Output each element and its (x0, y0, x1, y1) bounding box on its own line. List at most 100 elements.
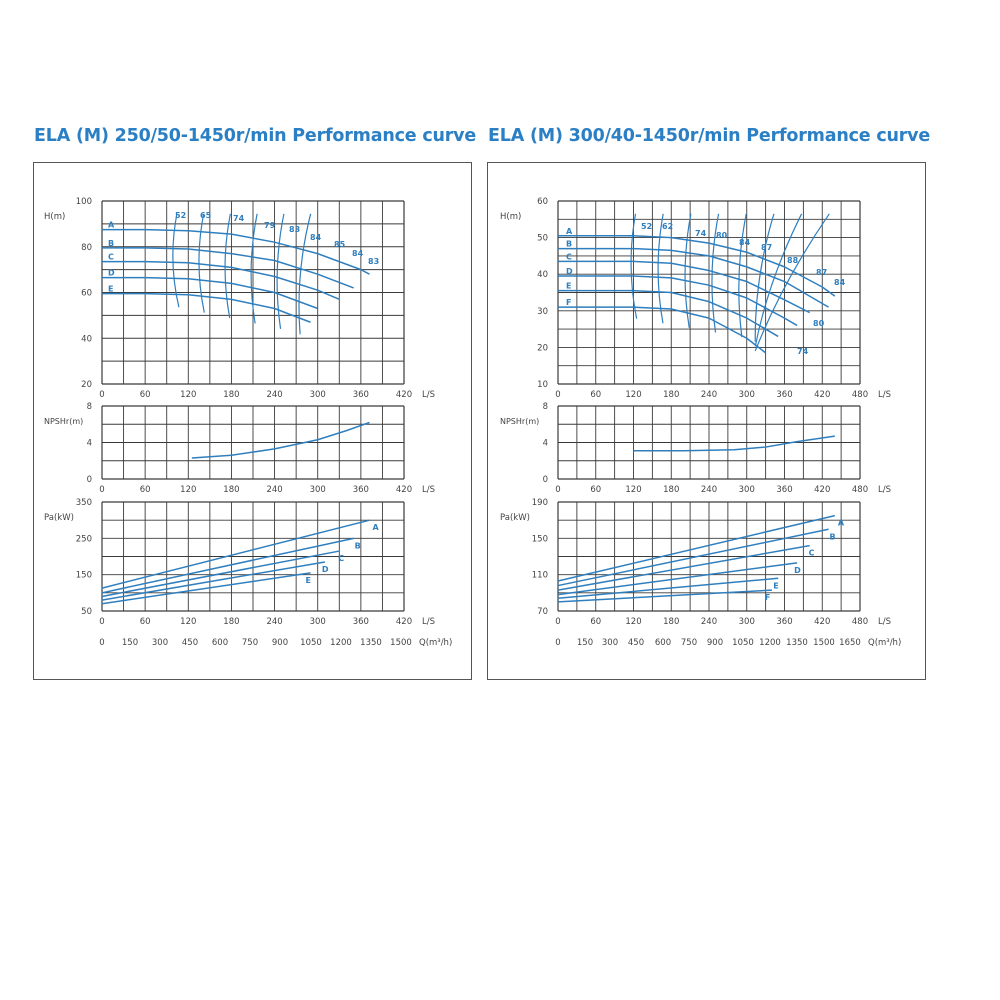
right-head-x-tick-label: 360 (776, 390, 792, 400)
left-q-tick-label: 150 (122, 638, 138, 648)
left-q-tick-label: 450 (182, 638, 198, 648)
right-power-x-unit-label: L/S (878, 617, 891, 627)
left-power-x-tick-label: 360 (353, 617, 369, 627)
right-efficiency-label: 80 (813, 319, 825, 328)
left-power-series-a (101, 519, 370, 589)
right-power-y-tick-label: 70 (537, 607, 548, 617)
right-head-x-tick-label: 480 (852, 390, 868, 400)
right-q-tick-label: 1050 (732, 638, 754, 648)
right-npsh-x-tick-label: 300 (739, 485, 755, 495)
left-npsh-x-tick-label: 240 (266, 485, 282, 495)
right-npsh-x-tick-label: 360 (776, 485, 792, 495)
left-q-tick-label: 750 (242, 638, 258, 648)
left-head-series-label: E (108, 285, 113, 294)
right-head-series-label: B (566, 240, 572, 249)
right-power-x-tick-label: 240 (701, 617, 717, 627)
left-power-ylabel: Pa(kW) (44, 513, 74, 523)
right-head-series-label: F (566, 298, 571, 307)
right-power-series-a (557, 514, 836, 582)
left-q-tick-label: 1050 (300, 638, 322, 648)
right-npsh-curve (633, 435, 835, 452)
left-q-unit-label: Q(m³/h) (419, 638, 452, 648)
left-power-series-label: E (306, 576, 311, 585)
left-head-x-unit-label: L/S (422, 390, 435, 400)
right-efficiency-curve (657, 213, 664, 324)
right-power-series-label: A (838, 519, 845, 528)
right-q-tick-label: 450 (628, 638, 644, 648)
left-power-y-tick-label: 50 (81, 607, 92, 617)
right-head-x-tick-label: 420 (814, 390, 830, 400)
left-head-x-tick-label: 60 (140, 390, 151, 400)
left-efficiency-curve (250, 213, 258, 324)
right-power-ylabel: Pa(kW) (500, 513, 530, 523)
right-head-series-label: A (566, 227, 573, 236)
right-power-series-d (557, 562, 798, 596)
right-efficiency-label: 74 (695, 229, 707, 238)
right-npsh-x-tick-label: 240 (701, 485, 717, 495)
left-q-tick-label: 0 (99, 638, 104, 648)
left-head-ylabel: H(m) (44, 212, 65, 222)
left-head-x-tick-label: 120 (180, 390, 196, 400)
right-efficiency-label: 80 (716, 231, 728, 240)
left-power-series-e (101, 572, 311, 605)
left-head-y-tick-label: 40 (81, 334, 92, 344)
right-head-series-e (558, 289, 779, 338)
right-npsh-x-tick-label: 180 (663, 485, 679, 495)
left-power-x-unit-label: L/S (422, 617, 435, 627)
left-efficiency-label: 85 (334, 240, 346, 249)
left-npsh-y-tick-label: 4 (87, 439, 92, 449)
right-head-x-tick-label: 300 (739, 390, 755, 400)
right-q-tick-label: 1650 (839, 638, 861, 648)
right-q-tick-label: 1200 (759, 638, 781, 648)
right-head-x-tick-label: 0 (555, 390, 560, 400)
right-head-y-tick-label: 10 (537, 380, 548, 390)
left-power-y-tick-label: 350 (76, 498, 92, 508)
right-efficiency-curve (711, 213, 720, 333)
left-power-x-tick-label: 240 (266, 617, 282, 627)
right-head-y-tick-label: 20 (537, 343, 548, 353)
right-power-x-tick-label: 180 (663, 617, 679, 627)
right-power-series-f (557, 589, 772, 603)
left-q-tick-label: 1200 (330, 638, 352, 648)
right-q-tick-label: 0 (555, 638, 560, 648)
left-npsh-x-tick-label: 420 (396, 485, 412, 495)
left-head-y-tick-label: 20 (81, 380, 92, 390)
left-head-y-tick-label: 100 (76, 197, 92, 207)
right-head-series-f (558, 306, 767, 354)
left-head-y-tick-label: 60 (81, 289, 92, 299)
left-head-x-tick-label: 180 (223, 390, 239, 400)
left-npsh-x-unit-label: L/S (422, 485, 435, 495)
left-efficiency-label: 84 (352, 249, 364, 258)
right-q-tick-label: 750 (681, 638, 697, 648)
right-efficiency-curve (754, 213, 775, 342)
right-power-series-label: F (765, 593, 770, 602)
right-efficiency-curve (754, 213, 803, 347)
left-head-series-label: D (108, 269, 115, 278)
right-power-x-tick-label: 60 (590, 617, 601, 627)
left-power-y-tick-label: 150 (76, 571, 92, 581)
left-efficiency-label: 83 (289, 225, 300, 234)
right-head-x-unit-label: L/S (878, 390, 891, 400)
right-head-series-label: C (566, 252, 572, 261)
right-q-tick-label: 900 (707, 638, 723, 648)
right-efficiency-label: 88 (787, 256, 799, 265)
right-head-series-label: D (566, 267, 573, 276)
left-efficiency-label: 52 (175, 211, 186, 220)
left-power-series-label: D (322, 565, 329, 574)
right-head-y-tick-label: 50 (537, 234, 548, 244)
left-head-x-tick-label: 240 (266, 390, 282, 400)
left-power-x-tick-label: 180 (223, 617, 239, 627)
right-efficiency-curve (684, 213, 692, 328)
right-power-x-tick-label: 120 (625, 617, 641, 627)
right-head-y-tick-label: 60 (537, 197, 548, 207)
right-efficiency-label: 87 (761, 243, 772, 252)
right-npsh-ylabel: NPSHr(m) (500, 417, 539, 426)
right-q-unit-label: Q(m³/h) (868, 638, 901, 648)
left-power-x-tick-label: 60 (140, 617, 151, 627)
left-npsh-y-tick-label: 0 (87, 475, 92, 485)
right-head-y-tick-label: 30 (537, 307, 548, 317)
left-head-series-label: A (108, 221, 115, 230)
right-power-y-tick-label: 150 (532, 534, 548, 544)
right-power-series-c (557, 544, 810, 591)
